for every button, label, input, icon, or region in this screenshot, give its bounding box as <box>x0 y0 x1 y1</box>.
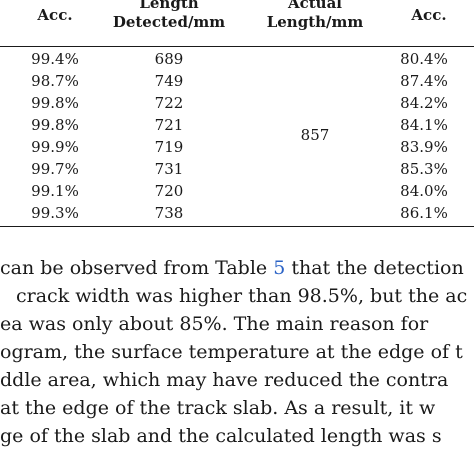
cell-acc-left: 99.7% <box>31 160 79 178</box>
paragraph-line: can be observed from Table 5 that the de… <box>0 255 464 281</box>
header-actual-length: Actual Length/mm <box>250 0 380 32</box>
cell-acc-left: 99.4% <box>31 50 79 68</box>
cell-acc-right: 83.9% <box>400 138 448 156</box>
cell-acc-left: 99.3% <box>31 204 79 222</box>
table-row: 99.8% 721 84.1% <box>0 114 474 136</box>
cell-acc-right: 80.4% <box>400 50 448 68</box>
cell-length-detected: 722 <box>154 94 184 112</box>
cell-length-detected: 689 <box>154 50 184 68</box>
header-length-detected: Length Detected/mm <box>104 0 234 32</box>
table-row: 99.8% 722 84.2% <box>0 92 474 114</box>
paragraph-text: can be observed from Table <box>0 257 274 279</box>
cell-acc-right: 84.2% <box>400 94 448 112</box>
paragraph-line: ddle area, which may have reduced the co… <box>0 369 449 391</box>
cell-acc-right: 84.1% <box>400 116 448 134</box>
cell-length-detected: 731 <box>154 160 184 178</box>
cell-acc-right: 86.1% <box>400 204 448 222</box>
cell-actual-length: 857 <box>300 126 330 144</box>
paragraph-line: at the edge of the track slab. As a resu… <box>0 397 436 419</box>
cell-length-detected: 720 <box>154 182 184 200</box>
cell-acc-right: 85.3% <box>400 160 448 178</box>
cell-acc-left: 99.8% <box>31 116 79 134</box>
paragraph-line: ea was only about 85%. The main reason f… <box>0 313 429 335</box>
header-acc-left: Acc. <box>37 6 73 24</box>
table-header: Acc. Length Detected/mm Actual Length/mm… <box>0 0 474 46</box>
table-row: 99.9% 719 83.9% <box>0 136 474 158</box>
paragraph-line: ge of the slab and the calculated length… <box>0 425 442 447</box>
cell-acc-right: 84.0% <box>400 182 448 200</box>
table-row: 98.7% 749 87.4% <box>0 70 474 92</box>
table-row: 99.1% 720 84.0% <box>0 180 474 202</box>
cell-acc-right: 87.4% <box>400 72 448 90</box>
cell-acc-left: 99.8% <box>31 94 79 112</box>
cell-length-detected: 721 <box>154 116 184 134</box>
table-row: 99.7% 731 85.3% <box>0 158 474 180</box>
paragraph-line: crack width was higher than 98.5%, but t… <box>16 285 468 307</box>
header-length-detected-line2: Detected/mm <box>112 13 226 31</box>
cell-length-detected: 749 <box>154 72 184 90</box>
table-row: 99.3% 738 86.1% <box>0 202 474 224</box>
paragraph-line: ogram, the surface temperature at the ed… <box>0 341 463 363</box>
header-length-detected-line1: Length <box>139 0 199 12</box>
header-acc-right: Acc. <box>411 6 447 24</box>
cell-length-detected: 738 <box>154 204 184 222</box>
table-reference-link[interactable]: 5 <box>273 257 286 279</box>
cell-acc-left: 98.7% <box>31 72 79 90</box>
header-actual-length-line1: Actual <box>287 0 343 12</box>
cell-acc-left: 99.1% <box>31 182 79 200</box>
paragraph-text: that the detection <box>285 257 464 279</box>
table-header-rule <box>0 46 474 47</box>
header-actual-length-line2: Length/mm <box>266 13 364 31</box>
cell-length-detected: 719 <box>154 138 184 156</box>
table-bottom-rule <box>0 226 474 227</box>
table-row: 99.4% 689 80.4% <box>0 48 474 70</box>
cell-acc-left: 99.9% <box>31 138 79 156</box>
